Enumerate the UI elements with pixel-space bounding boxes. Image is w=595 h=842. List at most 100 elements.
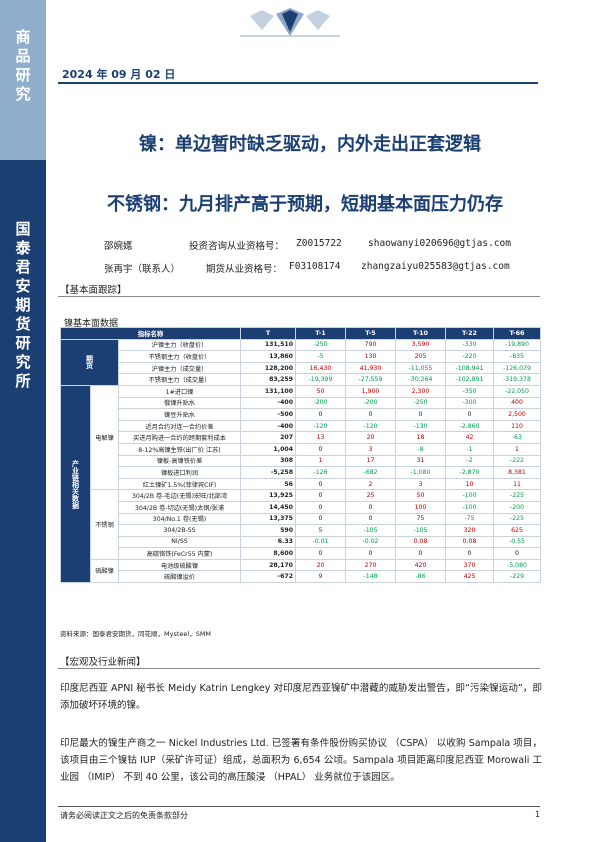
value-change: 2 [345, 477, 396, 491]
value-change: 0 [345, 408, 396, 421]
table-row: 期货 沪镍主力（收盘价） 131,510 -250 790 3,590 -330 -19,89… [60, 338, 541, 386]
value-change: 31 [395, 454, 446, 468]
value-t: 6.33 [240, 535, 296, 549]
value-change: -86 [395, 570, 446, 584]
value-change: -200 [295, 396, 346, 410]
value-change: 0 [445, 547, 494, 560]
value-change: -319,378 [493, 373, 541, 386]
table-row: 不锈钢 304/2B 卷-毛边(无锡)宏旺/北部湾 13,925 0 25 50 -100-… [61, 489, 541, 560]
indicator-name: 304/2B-SS [118, 524, 241, 537]
value-change: -250 [295, 338, 346, 352]
header-rule [58, 82, 538, 84]
indicator-name: 沪镍主力（成交量） [118, 361, 241, 375]
indicator-name: 8-12%高镍生铁(出厂价 江苏) [118, 442, 241, 456]
sidebar-char: 期 [15, 296, 31, 314]
author-cert-label: 期货从业资格号： [206, 264, 283, 275]
sidebar-bottom-band: 国泰君安期货研究所 [0, 160, 46, 842]
value-change: -300 [445, 396, 494, 410]
footer-disclaimer: 请务必阅读正文之后的免责条款部分 [60, 811, 188, 820]
value-change: 18 [395, 431, 446, 444]
value-change: -225 [493, 512, 541, 526]
author-email[interactable]: zhangzaiyu025583@gtjas.com [361, 261, 510, 272]
sidebar-bottom-label: 国泰君安期货研究所 [0, 220, 46, 391]
sidebar-char: 究 [15, 85, 31, 103]
indicator-name: 304/No.1 卷(无锡) [118, 512, 241, 526]
value-t: 8,600 [240, 547, 296, 560]
subcategory-label: 电解镍 [90, 384, 119, 491]
page-number: 1 [535, 810, 541, 819]
table-row: 俄镍升贴水 -400 -200 -200 -250 -300 400 [61, 396, 541, 410]
indicator-name: 俄镍升贴水 [118, 396, 241, 410]
value-change: 0 [295, 442, 346, 456]
table-row: 不锈钢主力（收盘价） 13,860 -5 130 205 -220 -835 [61, 350, 541, 363]
news-paragraph: 印尼最大的镍生产商之一 Nickel Industries Ltd. 已签署有条… [60, 738, 542, 783]
value-change: -1 [445, 442, 494, 456]
table-row: 近月合约对连一合约价差 -400 -120 -120 -130 -2,860 110 [61, 419, 541, 433]
author-cert-label: 投资咨询从业资格号： [189, 241, 285, 252]
value-t: -400 [240, 419, 296, 433]
value-change: -1,080 [395, 466, 446, 479]
fundamentals-table: 指标名称 T T-1 T-5 T-10 T-22 T-66 期货 沪镍主力（收盘价… [60, 327, 541, 584]
author-cert: Z0015722 [296, 238, 342, 249]
table-caption: 镍基本面数据 [64, 319, 119, 329]
value-change: 0 [295, 489, 346, 502]
indicator-name: 镍板-高镍铁价差 [118, 454, 241, 468]
value-change: -30,264 [395, 373, 446, 386]
value-change: 2,300 [395, 384, 446, 398]
sidebar-char: 安 [15, 277, 31, 295]
value-t: 13,925 [240, 489, 296, 502]
section-rule [58, 296, 540, 297]
indicator-name: 近月合约对连一合约价差 [118, 419, 241, 433]
value-change: -19,399 [295, 373, 346, 386]
value-change: 320 [445, 524, 494, 537]
value-change: -8 [395, 442, 446, 456]
value-change: -27,559 [345, 373, 396, 386]
indicator-name: 不锈钢主力（收盘价） [118, 350, 241, 363]
table-source: 资料来源：国泰君安期货，同花顺，Mysteel，SMM [60, 630, 212, 638]
value-change: -5,080 [493, 558, 541, 572]
category-label: 产业链相关数据 [60, 384, 91, 584]
subcategory-label: 不锈钢 [90, 489, 119, 560]
author-email[interactable]: shaowanyi020696@gtjas.com [368, 238, 511, 249]
value-t: 590 [240, 524, 296, 537]
value-change: -130 [395, 419, 446, 433]
value-change: -100 [445, 489, 494, 502]
value-t: 56 [240, 477, 296, 491]
value-change: 10 [445, 477, 494, 491]
indicator-name: 1#进口镍 [118, 384, 241, 398]
value-change: -220 [445, 350, 494, 363]
indicator-name: 不锈钢主力（成交量） [118, 373, 241, 386]
value-change: 8,381 [493, 466, 541, 479]
value-change: 100 [395, 500, 446, 514]
sidebar-char: 商 [15, 28, 31, 46]
value-change: -682 [345, 466, 396, 479]
table-row: 硫酸镍 电池级硫酸镍 28,170 20 270 420 370 -5,080 [61, 558, 541, 584]
value-t: 83,259 [240, 373, 296, 386]
value-change: 425 [445, 570, 494, 584]
value-change: 0 [295, 500, 346, 514]
value-change: 0 [445, 408, 494, 421]
value-change: 11 [493, 477, 541, 491]
value-change: 25 [345, 489, 396, 502]
main-title: 镍：单边暂时缺乏驱动，内外走出正套逻辑 [139, 134, 481, 155]
news-paragraph: 印度尼西亚 APNI 秘书长 Meidy Katrin Lengkey 对印度尼… [60, 683, 542, 711]
value-t: -500 [240, 408, 296, 421]
indicator-name: 沪镍主力（收盘价） [118, 338, 241, 352]
value-change: -19,890 [493, 338, 541, 352]
value-change: -148 [345, 570, 396, 584]
sidebar-char: 泰 [15, 239, 31, 257]
value-t: -5,258 [240, 466, 296, 479]
value-change: 5 [295, 524, 346, 537]
footer-rule [58, 806, 540, 807]
value-t: 128,200 [240, 361, 296, 375]
value-change: -100 [445, 500, 494, 514]
value-change: 0 [395, 547, 446, 560]
sidebar-char: 研 [15, 66, 31, 84]
value-change: -11,055 [395, 361, 446, 375]
indicator-name: 红土镍矿1.5%(菲律宾CIF) [118, 477, 241, 491]
diamond-logo-icon [240, 8, 340, 37]
table-row: 红土镍矿1.5%(菲律宾CIF) 56 0 2 3 10 11 [61, 477, 541, 491]
value-change: 1 [295, 454, 346, 468]
table-header-cell: T-66 [493, 327, 541, 340]
table-header-cell: T [240, 327, 296, 340]
